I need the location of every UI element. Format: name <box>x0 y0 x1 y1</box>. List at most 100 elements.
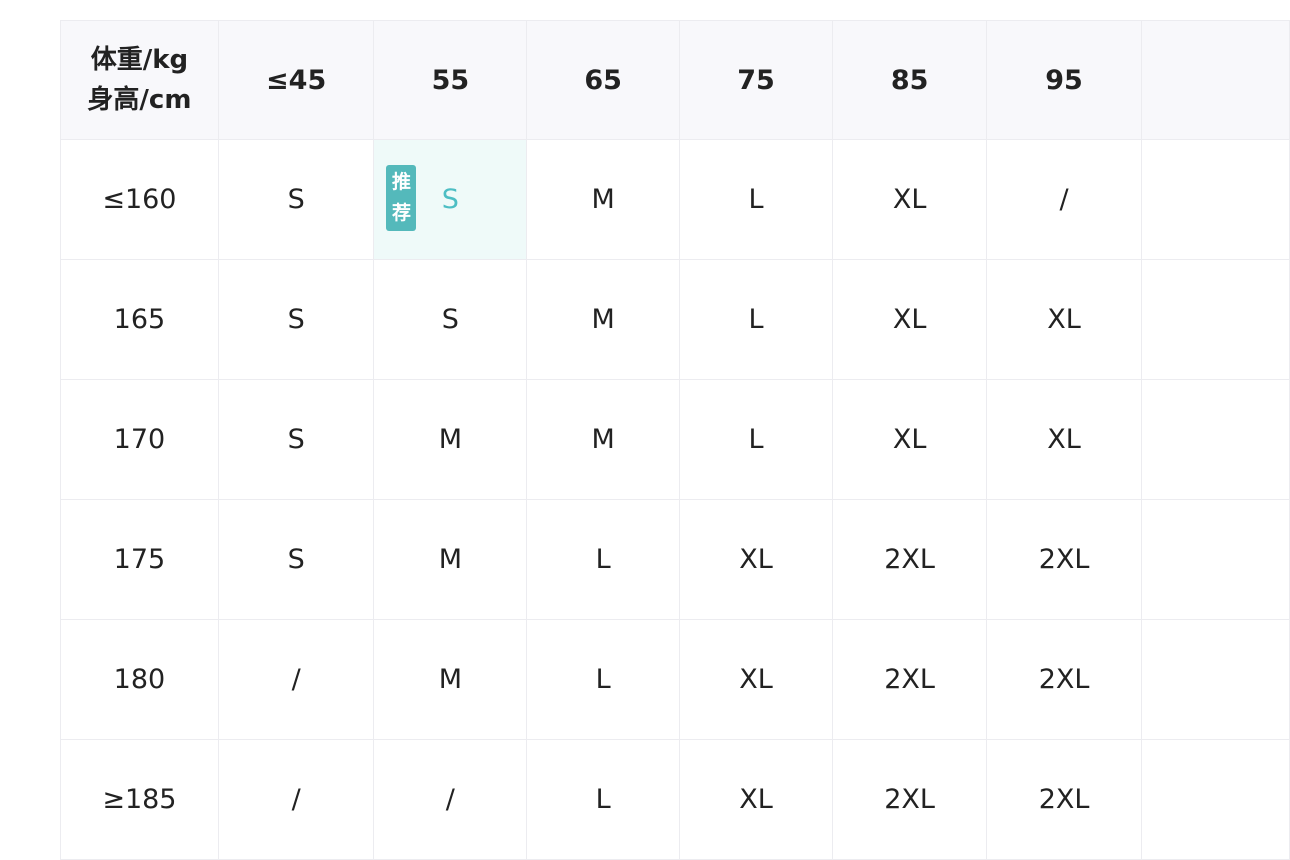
size-cell: S <box>217 379 375 500</box>
size-cell: L <box>526 499 681 620</box>
size-cell: M <box>373 499 528 620</box>
table-row: 170 S M M L XL XL <box>60 379 1290 500</box>
recommended-badge: 推荐 <box>386 165 417 231</box>
table-row: 165 S S M L XL XL <box>60 259 1290 380</box>
size-value: XL <box>739 544 773 575</box>
size-cell: L <box>526 619 681 740</box>
size-cell: / <box>217 739 375 860</box>
table-row: ≤160 S 推荐 S M L XL / <box>60 139 1290 260</box>
size-cell: / <box>986 139 1142 260</box>
size-cell: XL <box>831 139 988 260</box>
size-cell: 2XL <box>831 619 988 740</box>
size-value: L <box>748 184 764 215</box>
height-label: 180 <box>60 619 219 740</box>
size-cell: XL <box>679 739 833 860</box>
size-cell: M <box>526 139 681 260</box>
size-cell: XL <box>986 379 1142 500</box>
size-cell: XL <box>679 619 833 740</box>
size-cell <box>1140 739 1290 860</box>
size-value: 2XL <box>1038 544 1090 575</box>
size-cell: 2XL <box>986 619 1142 740</box>
size-value: / <box>1059 184 1069 215</box>
size-value: M <box>438 664 462 695</box>
size-value: XL <box>1047 304 1081 335</box>
size-cell: L <box>679 379 833 500</box>
size-value: / <box>291 784 301 815</box>
size-cell: XL <box>986 259 1142 380</box>
weight-header: 85 <box>831 20 988 140</box>
table-row: 180 / M L XL 2XL 2XL <box>60 619 1290 740</box>
size-value: XL <box>739 664 773 695</box>
weight-header: 55 <box>373 20 528 140</box>
size-cell: S <box>373 259 528 380</box>
height-label: ≤160 <box>60 139 219 260</box>
recommended-size-cell: 推荐 S <box>373 139 528 260</box>
size-cell <box>1140 379 1290 500</box>
size-value: S <box>441 304 459 335</box>
size-value: L <box>595 664 611 695</box>
size-value: / <box>291 664 301 695</box>
size-cell: L <box>526 739 681 860</box>
size-value: L <box>748 424 764 455</box>
size-value: M <box>591 304 615 335</box>
size-cell: / <box>217 619 375 740</box>
corner-header: 体重/kg 身高/cm <box>60 20 219 140</box>
size-value: 2XL <box>1038 784 1090 815</box>
size-cell: XL <box>831 259 988 380</box>
size-cell: 2XL <box>986 739 1142 860</box>
size-value: 2XL <box>884 784 935 815</box>
size-cell: 2XL <box>986 499 1142 620</box>
size-cell: 2XL <box>831 499 988 620</box>
size-value: 2XL <box>884 664 935 695</box>
size-value: S <box>287 184 305 215</box>
size-cell: XL <box>679 499 833 620</box>
size-cell <box>1140 619 1290 740</box>
size-cell: S <box>217 259 375 380</box>
size-chart-table: 体重/kg 身高/cm ≤45 55 65 75 85 95 ≤160 S 推荐 S M L XL/1… <box>60 20 1290 860</box>
size-value: M <box>438 424 462 455</box>
size-cell: M <box>373 379 528 500</box>
size-cell: M <box>373 619 528 740</box>
size-value: S <box>287 304 305 335</box>
size-value: L <box>595 544 611 575</box>
height-axis-label: 身高/cm <box>87 85 192 115</box>
height-label: 175 <box>60 499 219 620</box>
size-cell: XL <box>831 379 988 500</box>
table-row: 175 S M L XL 2XL 2XL <box>60 499 1290 620</box>
size-value: 2XL <box>884 544 935 575</box>
size-cell: / <box>373 739 528 860</box>
size-cell <box>1140 259 1290 380</box>
size-value: L <box>748 304 764 335</box>
size-cell: 2XL <box>831 739 988 860</box>
size-cell: S <box>217 139 375 260</box>
weight-header <box>1140 20 1290 140</box>
size-cell: M <box>526 259 681 380</box>
size-value: 2XL <box>1038 664 1090 695</box>
size-cell: L <box>679 259 833 380</box>
size-value: M <box>591 424 615 455</box>
size-value: XL <box>1047 424 1081 455</box>
table-row: ≥185 / / L XL 2XL 2XL <box>60 739 1290 860</box>
size-cell: S <box>217 499 375 620</box>
height-label: ≥185 <box>60 739 219 860</box>
size-cell: M <box>526 379 681 500</box>
height-label: 165 <box>60 259 219 380</box>
size-value: XL <box>892 304 927 335</box>
size-value: XL <box>892 424 927 455</box>
size-value: XL <box>739 784 773 815</box>
size-cell <box>1140 499 1290 620</box>
size-cell: L <box>679 139 833 260</box>
size-value: S <box>287 544 305 575</box>
weight-header: 65 <box>526 20 681 140</box>
height-label: 170 <box>60 379 219 500</box>
size-value: / <box>445 784 455 815</box>
size-value: S <box>287 424 305 455</box>
weight-axis-label: 体重/kg <box>90 45 189 75</box>
size-value: L <box>595 784 611 815</box>
weight-header: 95 <box>986 20 1142 140</box>
size-value: XL <box>892 184 927 215</box>
weight-header: 75 <box>679 20 833 140</box>
size-value: S <box>441 184 459 215</box>
weight-header: ≤45 <box>217 20 375 140</box>
size-value: M <box>591 184 615 215</box>
